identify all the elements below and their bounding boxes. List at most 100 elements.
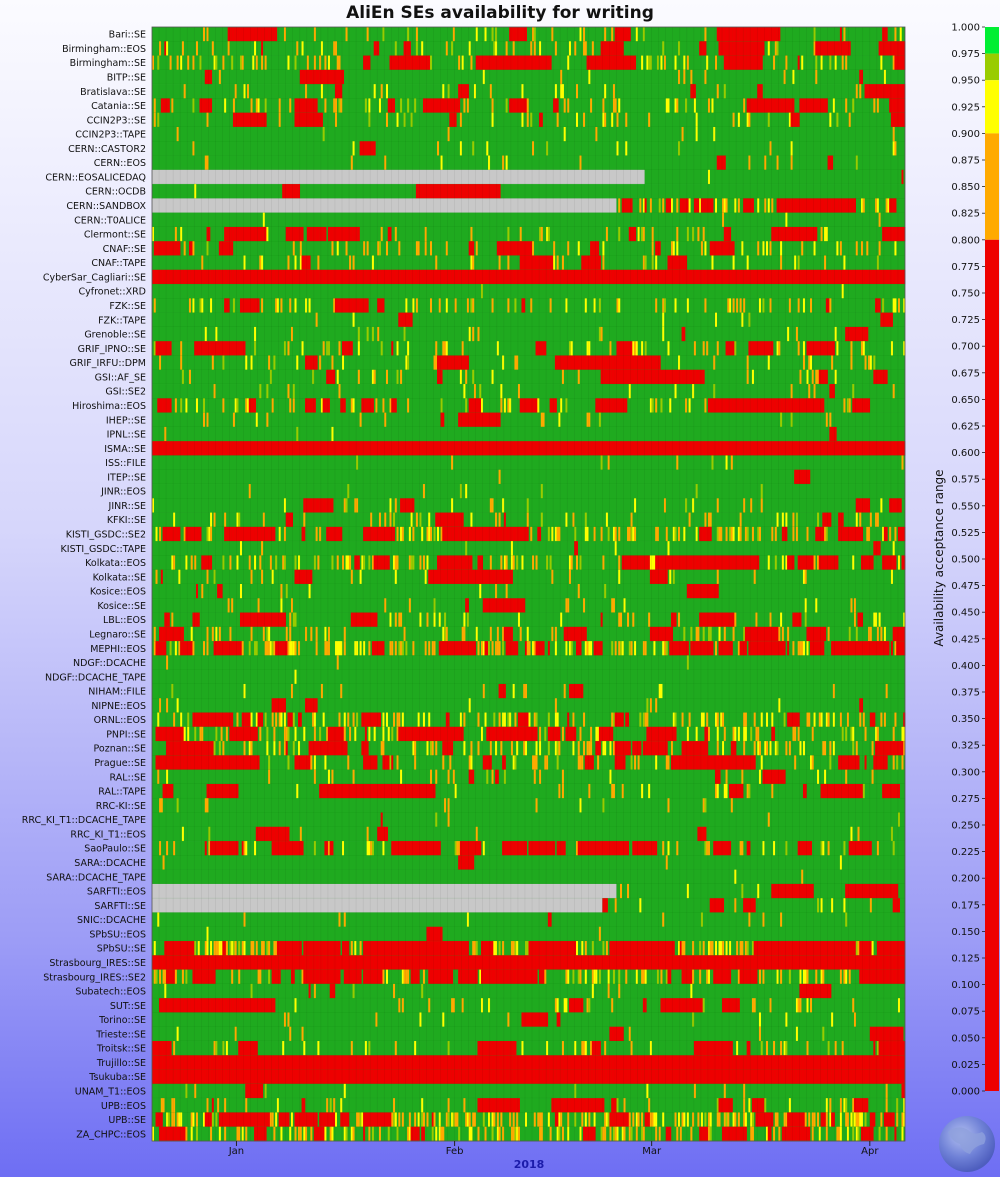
heatmap-cell (556, 355, 559, 371)
heatmap-cell (711, 98, 714, 113)
heatmap-cell (454, 441, 457, 456)
heatmap-cell (683, 269, 686, 285)
heatmap-cell (869, 626, 872, 642)
heatmap-cell (254, 269, 257, 285)
heatmap-cell (162, 98, 165, 113)
heatmap-cell (199, 726, 202, 742)
heatmap-cell (665, 198, 668, 213)
heatmap-cell (619, 55, 622, 71)
heatmap-cell (252, 726, 255, 742)
heatmap-cell (310, 98, 313, 113)
heatmap-cell (662, 626, 665, 642)
heatmap-cell (829, 112, 832, 128)
heatmap-cell (507, 569, 510, 585)
heatmap-cell (676, 226, 679, 242)
heatmap-cell (373, 526, 376, 542)
heatmap-cell (630, 369, 633, 385)
heatmap-cell (262, 212, 265, 228)
heatmap-cell (266, 726, 269, 742)
heatmap-cell (762, 241, 765, 256)
heatmap-cell (634, 498, 637, 513)
heatmap-cell (510, 555, 513, 571)
heatmap-cell (656, 555, 659, 571)
heatmap-row (152, 512, 905, 528)
heatmap-cell (180, 269, 183, 285)
heatmap-cell (438, 355, 441, 371)
heatmap-cell (152, 469, 905, 485)
heatmap-cell (503, 569, 506, 585)
heatmap-cell (452, 641, 455, 656)
heatmap-cell (723, 269, 726, 285)
heatmap-cell (352, 441, 355, 456)
heatmap-cell (385, 112, 388, 128)
heatmap-cell (468, 41, 471, 56)
heatmap-cell (519, 27, 522, 42)
heatmap-cell (669, 641, 672, 656)
heatmap-cell (810, 398, 813, 413)
heatmap-cell (584, 269, 587, 285)
heatmap-cell (433, 355, 436, 371)
heatmap-cell (289, 512, 292, 528)
heatmap-cell (271, 441, 274, 456)
row-label: CERN::EOSALICEDAQ (45, 173, 146, 184)
heatmap-cell (716, 498, 719, 513)
heatmap-cell (169, 441, 172, 456)
heatmap-cell (889, 226, 892, 242)
heatmap-cell (832, 41, 835, 56)
heatmap-cell (442, 641, 445, 656)
heatmap-cell (732, 555, 735, 571)
heatmap-cell (470, 512, 473, 528)
heatmap-cell (299, 98, 302, 113)
heatmap-cell (790, 269, 793, 285)
heatmap-cell (481, 569, 484, 585)
heatmap-cell (795, 712, 798, 728)
heatmap-cell (227, 641, 230, 656)
heatmap-cell (176, 441, 179, 456)
heatmap-cell (426, 612, 429, 628)
row-label: Prague::SE (94, 758, 146, 769)
heatmap-cell (252, 612, 255, 628)
heatmap-cell (285, 226, 288, 242)
heatmap-cell (824, 441, 827, 456)
heatmap-cell (706, 726, 709, 742)
heatmap-cell (588, 341, 591, 356)
heatmap-cell (459, 484, 462, 499)
heatmap-cell (554, 41, 557, 56)
heatmap-cell (899, 41, 902, 56)
heatmap-cell (445, 569, 448, 585)
heatmap-cell (519, 398, 522, 413)
heatmap-cell (354, 226, 357, 242)
heatmap-cell (329, 226, 332, 242)
heatmap-cell (612, 98, 615, 113)
heatmap-cell (394, 55, 397, 71)
heatmap-cell (465, 598, 468, 613)
heatmap-cell (294, 112, 297, 128)
heatmap-cell (665, 641, 668, 656)
heatmap-cell (769, 241, 772, 256)
heatmap-cell (338, 55, 341, 71)
heatmap-cell (744, 27, 747, 42)
heatmap-cell (164, 269, 167, 285)
heatmap-cell (429, 526, 432, 542)
heatmap-cell (468, 641, 471, 656)
heatmap-cell (343, 269, 346, 285)
heatmap-cell (892, 269, 895, 285)
heatmap-cell (152, 455, 905, 471)
heatmap-cell (646, 369, 649, 385)
heatmap-cell (632, 55, 635, 71)
heatmap-cell (524, 712, 527, 728)
heatmap-cell (595, 126, 598, 142)
heatmap-cell (298, 712, 301, 728)
heatmap-cell (850, 198, 853, 213)
heatmap-cell (570, 555, 573, 571)
heatmap-cell (167, 269, 170, 285)
heatmap-cell (345, 226, 348, 242)
heatmap-cell (627, 355, 630, 371)
heatmap-cell (806, 398, 809, 413)
heatmap-cell (716, 526, 719, 542)
heatmap-cell (899, 226, 902, 242)
heatmap-cell (699, 641, 702, 656)
heatmap-cell (438, 512, 441, 528)
heatmap-cell (623, 441, 626, 456)
row-label: BITP::SE (107, 73, 146, 84)
